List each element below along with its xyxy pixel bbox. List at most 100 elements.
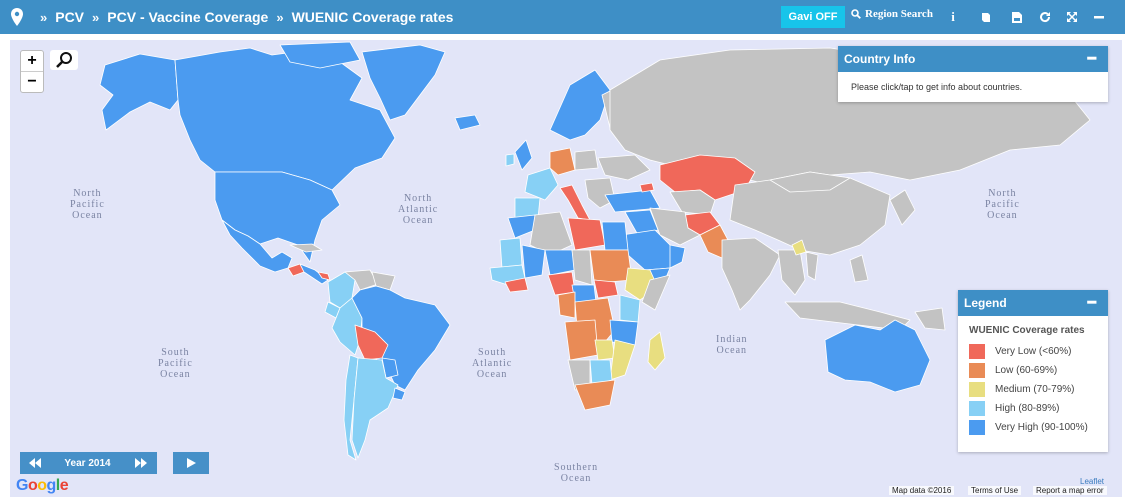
country-poland[interactable] xyxy=(574,149,599,171)
country-vietnam[interactable] xyxy=(805,251,819,281)
top-toolbar: » PCV » PCV - Vaccine Coverage » WUENIC … xyxy=(0,0,1125,34)
leaflet-link[interactable]: Leaflet xyxy=(1080,477,1105,486)
country-iceland[interactable] xyxy=(454,114,481,131)
country-central-asia[interactable] xyxy=(669,189,716,216)
country-nigeria[interactable] xyxy=(547,271,576,296)
country-greenland[interactable] xyxy=(361,44,446,121)
ocean-label-south-atlantic: South Atlantic Ocean xyxy=(472,347,513,380)
country-korea-japan[interactable] xyxy=(889,189,916,226)
legend-label: Very High (90-100%) xyxy=(995,422,1088,433)
double-chevron-icon: » xyxy=(40,9,48,25)
world-map[interactable]: North Pacific Ocean North Atlantic Ocean Nor… xyxy=(10,40,1122,497)
country-zambia[interactable] xyxy=(594,339,616,361)
country-ireland[interactable] xyxy=(505,153,515,167)
country-morocco[interactable] xyxy=(507,214,536,239)
country-info-panel: Country Info ━ Please click/tap to get i… xyxy=(838,46,1108,102)
zoom-in-icon[interactable]: + xyxy=(27,52,37,69)
country-south-sudan[interactable] xyxy=(593,279,619,299)
year-label: Year 2014 xyxy=(50,452,125,474)
country-usa[interactable] xyxy=(214,171,341,263)
ocean-label-north-pacific-left: North Pacific Ocean xyxy=(70,188,105,221)
country-canada-islands[interactable] xyxy=(279,41,361,69)
country-somalia[interactable] xyxy=(641,274,671,311)
country-central-america[interactable] xyxy=(299,263,329,285)
legend-item: Very High (90-100%) xyxy=(969,420,1108,435)
region-search-label: Region Search xyxy=(865,8,933,20)
info-icon[interactable]: i xyxy=(951,9,955,24)
collapse-country-info-icon[interactable]: ━ xyxy=(1087,50,1096,66)
country-car[interactable] xyxy=(571,284,597,303)
legend-item: Low (60-69%) xyxy=(969,363,1108,378)
rewind-icon xyxy=(29,458,41,468)
country-india[interactable] xyxy=(721,237,781,311)
country-egypt[interactable] xyxy=(601,221,629,251)
country-balkans[interactable] xyxy=(584,177,616,209)
country-niger[interactable] xyxy=(544,249,576,276)
country-madagascar[interactable] xyxy=(647,331,666,371)
breadcrumb-item-pcv[interactable]: PCV xyxy=(55,9,85,25)
country-ukraine[interactable] xyxy=(597,154,651,181)
search-icon xyxy=(851,9,861,19)
country-venezuela[interactable] xyxy=(344,269,379,291)
country-uruguay[interactable] xyxy=(392,387,406,401)
country-south-africa[interactable] xyxy=(574,379,616,411)
double-chevron-icon: » xyxy=(92,9,100,25)
country-italy[interactable] xyxy=(559,184,591,221)
country-oman-uae[interactable] xyxy=(669,244,686,269)
map-canvas[interactable] xyxy=(10,40,1122,497)
country-canada[interactable] xyxy=(174,47,396,191)
ocean-label-north-atlantic: North Atlantic Ocean xyxy=(398,193,439,226)
country-kazakhstan[interactable] xyxy=(659,154,756,201)
play-button[interactable] xyxy=(173,452,209,474)
country-libya[interactable] xyxy=(567,217,606,251)
gavi-toggle-button[interactable]: Gavi OFF xyxy=(781,6,845,28)
refresh-icon[interactable] xyxy=(1036,8,1054,26)
country-mozambique[interactable] xyxy=(609,339,636,381)
collapse-legend-icon[interactable]: ━ xyxy=(1087,294,1096,310)
country-honduras-region[interactable] xyxy=(317,271,331,281)
country-australia[interactable] xyxy=(824,319,931,393)
fast-forward-button[interactable] xyxy=(125,452,157,474)
country-chad[interactable] xyxy=(571,249,593,286)
country-png[interactable] xyxy=(914,307,946,331)
country-tanzania[interactable] xyxy=(609,319,639,346)
country-info-message: Please click/tap to get info about count… xyxy=(851,82,1023,92)
breadcrumb-item-coverage-rates[interactable]: WUENIC Coverage rates xyxy=(291,9,454,25)
legend-swatch-low xyxy=(969,363,985,378)
country-france[interactable] xyxy=(524,167,559,201)
country-angola[interactable] xyxy=(564,319,599,361)
double-chevron-icon: » xyxy=(276,9,284,25)
country-mongolia[interactable] xyxy=(769,171,851,193)
terms-link[interactable]: Terms of Use xyxy=(968,486,1022,495)
country-georgia[interactable] xyxy=(639,182,655,193)
report-error-link[interactable]: Report a map error xyxy=(1033,486,1107,495)
country-myanmar-thailand[interactable] xyxy=(777,249,806,296)
country-info-header: Country Info ━ xyxy=(838,46,1108,72)
country-sudan[interactable] xyxy=(589,249,633,283)
country-cuba[interactable] xyxy=(289,243,323,253)
country-scandinavia[interactable] xyxy=(549,69,611,141)
zoom-out-icon[interactable]: − xyxy=(21,71,43,92)
country-philippines[interactable] xyxy=(849,254,869,283)
region-search-button[interactable]: Region Search xyxy=(851,8,933,20)
country-alaska[interactable] xyxy=(99,53,179,131)
country-mexico[interactable] xyxy=(221,219,293,273)
country-turkey[interactable] xyxy=(604,189,661,213)
country-mauritania[interactable] xyxy=(499,237,523,269)
country-mali[interactable] xyxy=(521,244,546,279)
country-argentina[interactable] xyxy=(351,357,399,459)
map-pin-icon xyxy=(11,8,23,26)
minimize-icon[interactable] xyxy=(1090,8,1108,26)
expand-icon[interactable] xyxy=(1063,8,1081,26)
breadcrumb-item-vaccine-coverage[interactable]: PCV - Vaccine Coverage xyxy=(107,9,269,25)
download-icon[interactable] xyxy=(1008,8,1026,26)
country-iraq[interactable] xyxy=(624,209,659,236)
country-cameroon[interactable] xyxy=(557,291,576,319)
book-icon[interactable] xyxy=(977,8,995,26)
country-germany[interactable] xyxy=(549,147,576,176)
country-kenya[interactable] xyxy=(619,294,641,323)
rewind-button[interactable] xyxy=(20,452,50,474)
country-uk[interactable] xyxy=(514,139,533,171)
country-guinea[interactable] xyxy=(504,277,529,293)
magnifier-button[interactable] xyxy=(50,50,78,70)
